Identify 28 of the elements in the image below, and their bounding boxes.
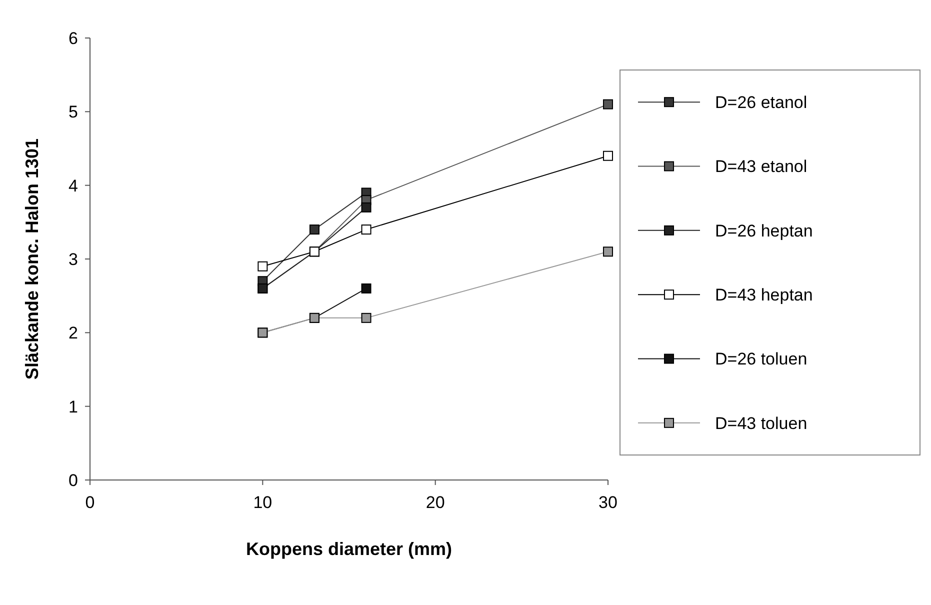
point bbox=[309, 224, 320, 235]
y-tick-label: 0 bbox=[68, 470, 78, 490]
point bbox=[603, 246, 613, 257]
x-tick-label: 30 bbox=[598, 493, 618, 512]
legend-label: D=26 etanol bbox=[715, 93, 808, 112]
point bbox=[361, 312, 372, 323]
y-tick-label: 3 bbox=[68, 250, 78, 269]
y-tick-label: 4 bbox=[68, 176, 78, 196]
point bbox=[361, 202, 372, 212]
y-tick-label: 2 bbox=[68, 324, 78, 343]
point bbox=[258, 261, 268, 272]
x-tick-label: 10 bbox=[253, 493, 272, 512]
point bbox=[603, 99, 613, 110]
legend-label: D=26 heptan bbox=[715, 221, 813, 240]
legend-label: D=43 etanol bbox=[715, 157, 808, 176]
point bbox=[361, 283, 372, 294]
point bbox=[603, 150, 613, 161]
point bbox=[361, 224, 372, 235]
y-tick-label: 6 bbox=[68, 28, 78, 48]
y-axis-title: Släckande konc. Halon 1301 bbox=[22, 138, 42, 380]
y-tick-label: 5 bbox=[68, 102, 78, 122]
y-tick-label: 1 bbox=[68, 397, 78, 416]
x-tick-label: 0 bbox=[85, 493, 95, 512]
x-tick-label: 20 bbox=[426, 493, 445, 512]
legend-label: D=26 toluen bbox=[715, 350, 808, 369]
legend-label: D=43 toluen bbox=[715, 414, 808, 433]
legend-label: D=43 heptan bbox=[715, 286, 813, 305]
x-axis-title: Koppens diameter (mm) bbox=[246, 539, 452, 559]
